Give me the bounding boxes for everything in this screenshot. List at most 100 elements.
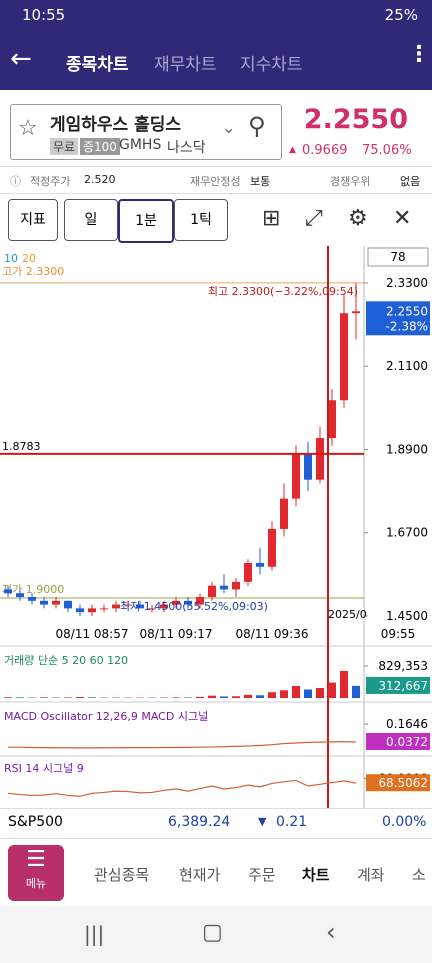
stock-name: 게임하우스 홀딩스 xyxy=(50,115,182,135)
status-time: 10:55 xyxy=(22,6,66,24)
period-button[interactable]: 1틱 xyxy=(174,199,228,241)
volume-bar xyxy=(256,695,264,698)
candle-body xyxy=(328,400,336,439)
candle-body xyxy=(160,604,168,609)
index-value: 6,389.24 xyxy=(168,814,231,830)
y-tick-label: 829,353 xyxy=(378,659,428,673)
count-box xyxy=(367,247,429,267)
candle-body xyxy=(304,453,312,480)
value-label: 312,667 xyxy=(378,679,428,693)
change-pct: 75.06% xyxy=(362,143,412,158)
candle-body xyxy=(88,608,96,613)
back-button[interactable]: ← xyxy=(10,44,32,74)
search-icon[interactable]: ⚲ xyxy=(248,112,266,140)
candle-body xyxy=(208,585,216,598)
label: 경쟁우위 xyxy=(330,175,371,188)
volume-bar xyxy=(268,692,276,698)
date-label: 2025/0 xyxy=(328,608,367,621)
candle-body xyxy=(172,600,180,605)
volume-bar xyxy=(280,690,288,698)
value: 없음 xyxy=(400,175,421,188)
nav-item[interactable]: 관심종목 xyxy=(94,866,150,884)
layout-icon[interactable]: ⊞ xyxy=(262,206,281,231)
tab[interactable]: 지수차트 xyxy=(240,55,303,75)
candle-body xyxy=(64,600,72,609)
price: 2.2550 xyxy=(303,104,408,135)
chip: 무료 xyxy=(50,138,79,155)
volume-bar xyxy=(244,694,252,698)
y-tick-label: 1.4500 xyxy=(386,609,428,623)
min-label: 최저 1.4500(55.52%,09:03) xyxy=(120,600,268,613)
tab[interactable]: 종목차트 xyxy=(66,55,129,75)
nav-item[interactable]: 소 xyxy=(412,866,426,884)
volume-bar xyxy=(292,686,300,698)
y-tick-label: 0.1646 xyxy=(386,717,428,731)
count-value: 78 xyxy=(390,250,405,264)
nav-item[interactable]: 차트 xyxy=(302,866,330,884)
candle-body xyxy=(112,604,120,609)
candle-body xyxy=(268,528,276,567)
period-button[interactable]: 1분 xyxy=(118,199,174,243)
nav-item[interactable]: 현재가 xyxy=(179,866,221,884)
value-box xyxy=(366,732,430,750)
candle-body xyxy=(28,597,36,601)
panel-title: MACD Oscillator 12,26,9 MACD 시그널 xyxy=(4,710,208,723)
panel-title: RSI 14 시그널 9 xyxy=(4,762,84,775)
nav-item[interactable]: 주문 xyxy=(248,866,276,884)
menu-button[interactable]: ☰ 메뉴 xyxy=(8,845,64,901)
index-change: 0.21 xyxy=(276,814,308,830)
candle-body xyxy=(196,597,204,605)
tools-icon[interactable]: ✕ xyxy=(393,206,412,231)
back-nav-button[interactable]: ‹ xyxy=(326,918,336,946)
volume-bar xyxy=(340,670,348,698)
candle-body xyxy=(4,589,12,594)
x-tick-label: 09:55 xyxy=(381,627,416,641)
bottom-nav xyxy=(0,838,432,905)
chip: 증100 xyxy=(80,138,120,155)
price-change: 0.9669 xyxy=(302,143,348,158)
volume-bar xyxy=(76,697,84,698)
volume-bar xyxy=(352,685,360,698)
expand-icon[interactable]: ⤢ xyxy=(305,206,323,231)
index-pct: 0.00% xyxy=(382,814,427,830)
volume-bar xyxy=(40,697,48,698)
ticker: GMHS xyxy=(119,137,162,153)
day-low-label: 저가 1.9000 xyxy=(2,583,64,596)
candle-body xyxy=(340,313,348,401)
value-label: 0.0372 xyxy=(386,735,428,749)
search-box[interactable] xyxy=(10,104,282,160)
system-nav xyxy=(0,906,432,963)
value-box xyxy=(366,774,430,792)
period-button[interactable]: 일 xyxy=(64,199,118,241)
menu-label: 메뉴 xyxy=(25,877,47,890)
max-label: 최고 2.3300(−3.22%,09:54) xyxy=(208,285,358,298)
candle-body xyxy=(352,311,360,314)
candle-body xyxy=(232,581,240,590)
volume-bar xyxy=(328,682,336,698)
more-menu[interactable]: ⋮ xyxy=(408,42,430,67)
info-row: ⓘ 적정주가 2.520 재무안정성 보통 경쟁우위 없음 xyxy=(0,166,432,194)
y-tick-label: 1.8900 xyxy=(386,442,428,456)
volume-bar xyxy=(208,695,216,698)
y-tick-label: 2.1100 xyxy=(386,359,428,373)
volume-bar xyxy=(4,697,12,698)
tab[interactable]: 재무차트 xyxy=(154,55,217,75)
current-price: 2.2550 xyxy=(386,304,428,318)
candle-body xyxy=(124,604,132,606)
indicator-button[interactable]: 지표 xyxy=(8,199,58,241)
home-button[interactable]: ▢ xyxy=(202,920,223,945)
volume-bar xyxy=(220,696,228,698)
index-name: S&P500 xyxy=(8,814,63,830)
index-row: S&P500 6,389.24 ▼ 0.21 0.00% xyxy=(0,808,432,837)
settings-icon[interactable]: ⚙ xyxy=(348,206,368,231)
market: 나스닥 xyxy=(167,140,206,156)
nav-item[interactable]: 계좌 xyxy=(357,866,385,884)
volume-bar xyxy=(304,689,312,698)
x-tick-label: 08/11 09:36 xyxy=(236,627,309,641)
volume-bar xyxy=(184,697,192,698)
candle-body xyxy=(292,453,300,499)
dropdown[interactable]: ⌄ xyxy=(222,118,236,137)
recents-button[interactable]: ||| xyxy=(84,922,105,946)
candle-body xyxy=(148,608,156,610)
favorite-star[interactable]: ☆ xyxy=(18,116,38,141)
